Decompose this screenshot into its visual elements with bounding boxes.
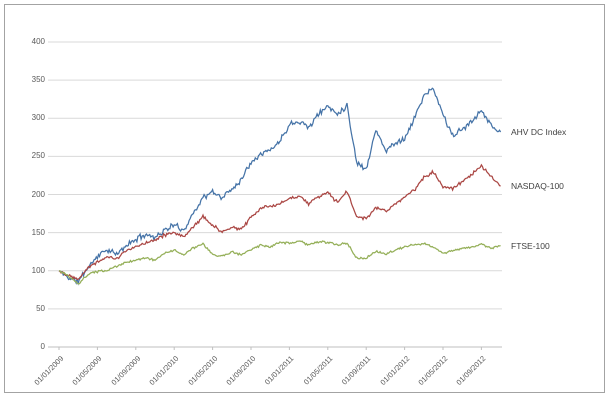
- line-chart: [48, 41, 502, 350]
- y-axis-tick-label: 350: [31, 75, 45, 85]
- chart-frame: 0 50 100 150 200 250 300 350 400 01/01/2009 01/05…: [4, 4, 605, 393]
- y-axis-tick-label: 400: [31, 37, 45, 46]
- legend-label: FTSE-100: [511, 240, 550, 251]
- series-line-nasdaq-100: [58, 163, 501, 281]
- y-axis-tick-label: 200: [31, 189, 45, 199]
- legend-label: NASDAQ-100: [511, 181, 564, 192]
- legend-label: AHV DC Index: [511, 126, 567, 137]
- y-axis-tick-label: 150: [31, 227, 45, 237]
- y-axis-tick-label: 250: [31, 151, 45, 161]
- y-axis-tick-label: 0: [40, 342, 45, 351]
- series-line-ahv-dc-index: [58, 87, 502, 286]
- series-line-ftse-100: [58, 240, 501, 285]
- y-axis-tick-label: 300: [31, 113, 45, 123]
- y-axis-tick-label: 50: [36, 303, 45, 313]
- y-axis-tick-label: 100: [31, 265, 45, 275]
